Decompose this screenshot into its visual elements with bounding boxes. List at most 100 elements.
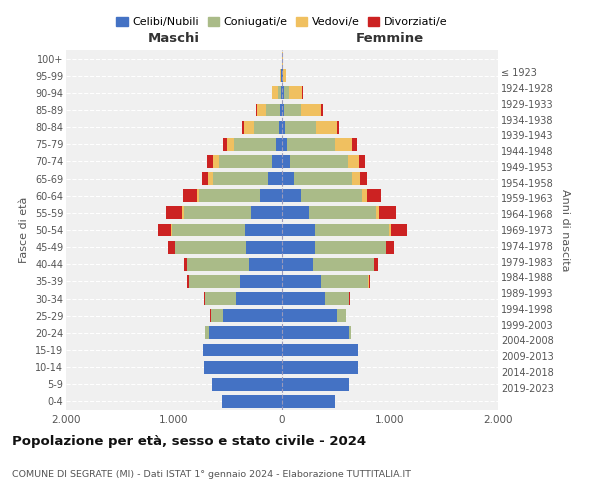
Bar	[256, 104, 257, 117]
Bar	[360, 172, 367, 185]
Bar	[285, 120, 316, 134]
Bar	[337, 120, 339, 134]
Text: COMUNE DI SEGRATE (MI) - Dati ISTAT 1° gennaio 2024 - Elaborazione TUTTITALIA.IT: COMUNE DI SEGRATE (MI) - Dati ISTAT 1° g…	[12, 470, 411, 479]
Bar	[376, 206, 379, 220]
Bar	[236, 292, 282, 305]
Bar	[284, 86, 289, 100]
Text: Femmine: Femmine	[356, 32, 424, 45]
Text: Popolazione per età, sesso e stato civile - 2024: Popolazione per età, sesso e stato civil…	[12, 435, 366, 448]
Bar	[202, 172, 208, 185]
Bar	[282, 172, 294, 185]
Bar	[362, 190, 367, 202]
Bar	[260, 190, 282, 202]
Y-axis label: Fasce di età: Fasce di età	[19, 197, 29, 263]
Bar	[158, 224, 171, 236]
Bar	[254, 120, 279, 134]
Bar	[282, 326, 349, 340]
Bar	[245, 224, 282, 236]
Bar	[282, 120, 285, 134]
Bar	[213, 155, 220, 168]
Bar	[248, 258, 282, 270]
Bar	[227, 138, 235, 150]
Bar	[391, 224, 407, 236]
Legend: Celibi/Nubili, Coniugati/e, Vedovi/e, Divorziati/e: Celibi/Nubili, Coniugati/e, Vedovi/e, Di…	[112, 12, 452, 32]
Bar	[282, 258, 313, 270]
Bar	[379, 206, 396, 220]
Bar	[301, 190, 362, 202]
Bar	[204, 292, 205, 305]
Bar	[282, 378, 349, 390]
Bar	[242, 120, 244, 134]
Bar	[257, 104, 266, 117]
Bar	[389, 224, 391, 236]
Bar	[199, 190, 260, 202]
Bar	[220, 155, 272, 168]
Bar	[204, 360, 282, 374]
Bar	[251, 206, 282, 220]
Bar	[280, 104, 282, 117]
Text: Maschi: Maschi	[148, 32, 200, 45]
Bar	[184, 206, 251, 220]
Bar	[275, 138, 282, 150]
Bar	[205, 326, 209, 340]
Bar	[168, 240, 175, 254]
Bar	[352, 138, 357, 150]
Bar	[316, 120, 337, 134]
Bar	[213, 172, 268, 185]
Bar	[187, 258, 248, 270]
Bar	[171, 224, 172, 236]
Bar	[282, 240, 316, 254]
Bar	[172, 224, 245, 236]
Bar	[272, 86, 278, 100]
Bar	[187, 275, 189, 288]
Bar	[282, 292, 325, 305]
Bar	[247, 240, 282, 254]
Bar	[287, 138, 335, 150]
Bar	[316, 240, 386, 254]
Bar	[208, 172, 213, 185]
Bar	[266, 104, 280, 117]
Bar	[278, 86, 281, 100]
Bar	[321, 104, 323, 117]
Bar	[182, 206, 184, 220]
Bar	[386, 240, 394, 254]
Bar	[197, 190, 199, 202]
Bar	[309, 206, 376, 220]
Bar	[280, 70, 281, 82]
Bar	[313, 258, 374, 270]
Bar	[348, 155, 359, 168]
Bar	[279, 120, 282, 134]
Bar	[282, 190, 301, 202]
Bar	[282, 138, 287, 150]
Bar	[321, 275, 368, 288]
Bar	[282, 155, 290, 168]
Bar	[189, 275, 240, 288]
Bar	[211, 310, 223, 322]
Bar	[282, 206, 309, 220]
Bar	[203, 344, 282, 356]
Bar	[244, 120, 254, 134]
Bar	[175, 240, 247, 254]
Bar	[282, 224, 316, 236]
Bar	[325, 292, 349, 305]
Bar	[282, 86, 284, 100]
Bar	[281, 86, 282, 100]
Bar	[209, 326, 282, 340]
Bar	[212, 378, 282, 390]
Bar	[235, 138, 275, 150]
Bar	[284, 104, 301, 117]
Bar	[240, 275, 282, 288]
Bar	[349, 326, 351, 340]
Bar	[282, 395, 335, 408]
Bar	[335, 138, 352, 150]
Bar	[368, 275, 370, 288]
Bar	[223, 310, 282, 322]
Bar	[301, 104, 321, 117]
Bar	[367, 190, 381, 202]
Bar	[221, 395, 282, 408]
Bar	[290, 155, 348, 168]
Bar	[184, 258, 187, 270]
Bar	[289, 86, 302, 100]
Bar	[294, 172, 352, 185]
Bar	[282, 104, 284, 117]
